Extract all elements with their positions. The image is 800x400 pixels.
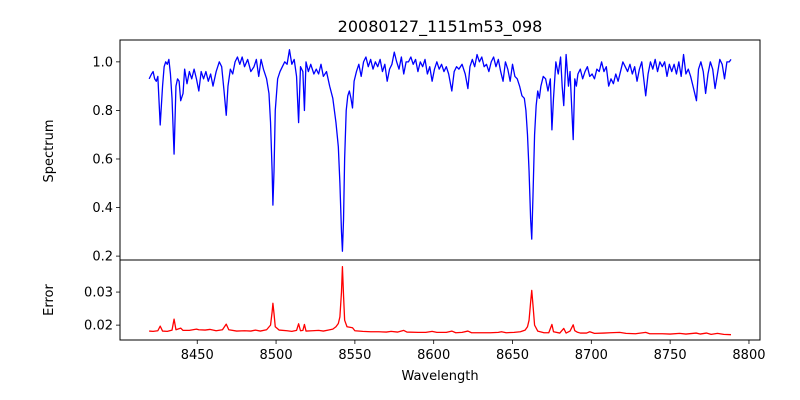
- y-axis-label-spectrum: Spectrum: [42, 120, 57, 183]
- error-ytick-label: 0.03: [84, 286, 113, 301]
- xtick-label: 8500: [260, 348, 293, 363]
- xtick-label: 8450: [181, 348, 214, 363]
- error-panel: 0.02 0.03 8450 8500 8550 8600 8650 8700 8750 8800: [84, 259, 766, 363]
- spectrum-line: [148, 49, 732, 252]
- error-ytick-label: 0.02: [84, 319, 113, 334]
- y-axis-label-error: Error: [42, 284, 57, 316]
- spectrum-ytick-label: 0.4: [92, 201, 113, 216]
- x-axis-label: Wavelength: [401, 369, 478, 384]
- spectrum-panel: 0.2 0.4 0.6 0.8 1.0: [92, 39, 761, 265]
- xtick-label: 8800: [732, 348, 765, 363]
- chart-title: 20080127_1151m53_098: [338, 17, 543, 37]
- spectrum-ytick-label: 0.6: [92, 152, 113, 167]
- error-line: [149, 265, 732, 336]
- xtick-label: 8650: [496, 348, 529, 363]
- xtick-label: 8750: [654, 348, 687, 363]
- xtick-label: 8600: [417, 348, 450, 363]
- xtick-label: 8700: [575, 348, 608, 363]
- error-axes-frame: [119, 259, 761, 341]
- spectrum-ytick-label: 1.0: [92, 55, 113, 70]
- spectrum-ytick-label: 0.2: [92, 250, 113, 265]
- xtick-label: 8550: [338, 348, 371, 363]
- spectrum-ytick-label: 0.8: [92, 104, 113, 119]
